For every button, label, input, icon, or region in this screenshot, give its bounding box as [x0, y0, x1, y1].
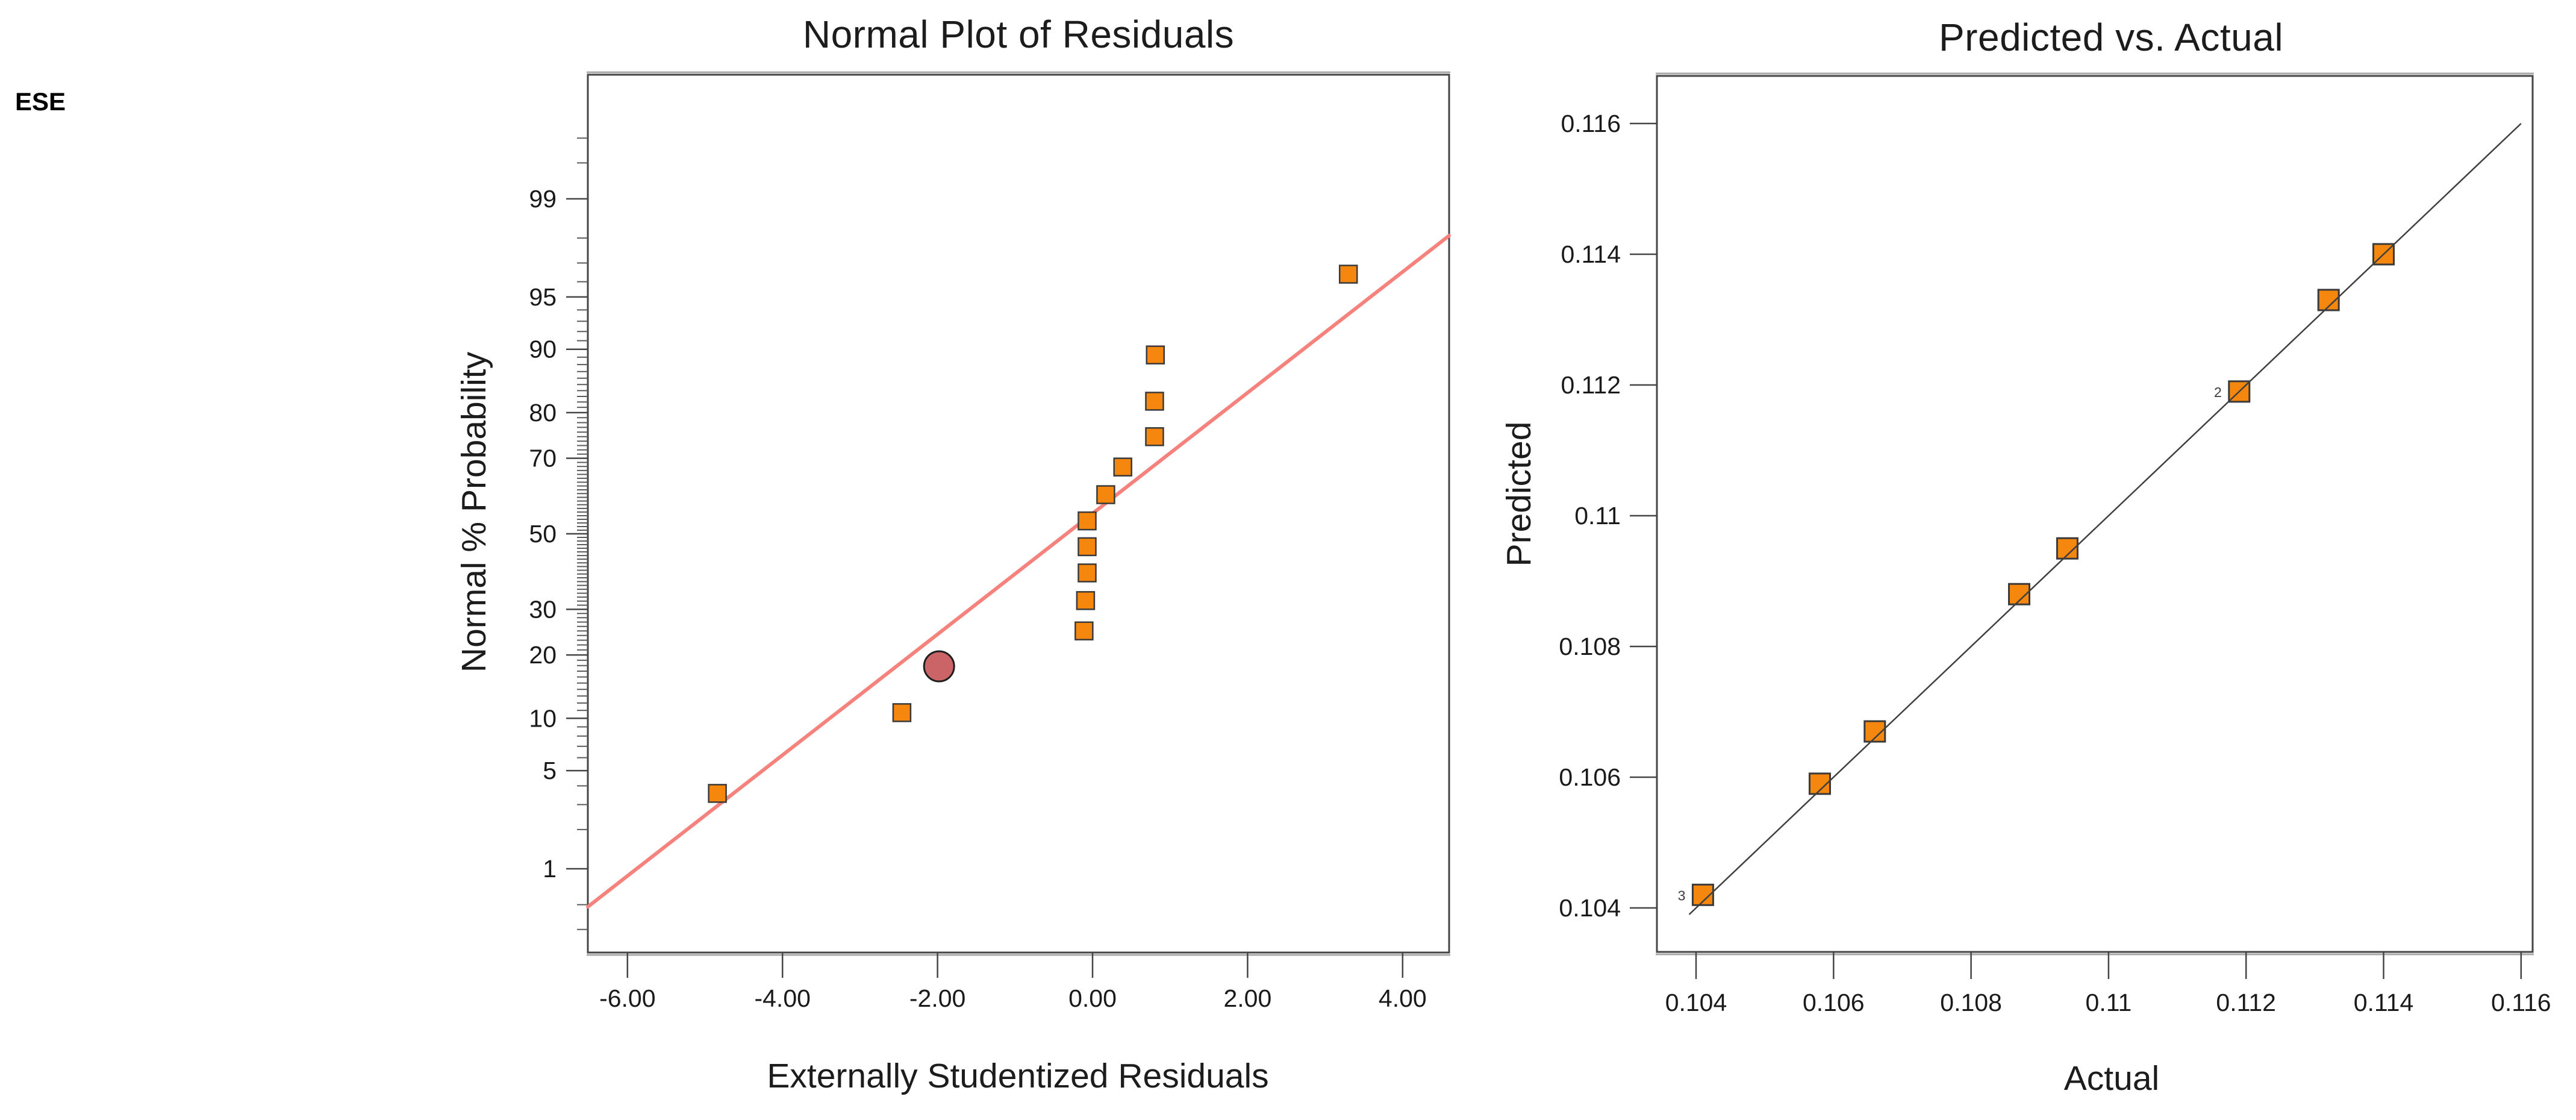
y-axis-tick-label: 80 — [529, 399, 557, 427]
y-axis-tick-label: 0.116 — [1561, 110, 1621, 137]
left-plot-area-border — [587, 74, 1450, 954]
y-axis-tick-label: 90 — [529, 336, 557, 363]
x-axis-tick-label: 0.108 — [1940, 989, 2002, 1016]
x-axis-tick-label: 0.11 — [2086, 989, 2132, 1016]
data-point-square[interactable] — [1113, 457, 1132, 477]
y-axis-tick-label: 0.114 — [1561, 240, 1621, 268]
x-axis-tick-label: 0.114 — [2354, 989, 2414, 1016]
data-point-square[interactable] — [1077, 511, 1097, 531]
y-axis-tick-label: 0.112 — [1561, 371, 1621, 399]
y-axis-tick-label: 95 — [529, 283, 557, 311]
y-axis-tick-label: 30 — [529, 595, 557, 623]
highlighted-data-point[interactable] — [923, 650, 955, 683]
y-axis-tick-label: 50 — [529, 520, 557, 548]
data-point-square[interactable] — [1076, 591, 1096, 610]
x-axis-tick-label: 2.00 — [1223, 984, 1271, 1012]
left-plot-title: Normal Plot of Residuals — [802, 13, 1235, 56]
x-axis-tick-label: 0.112 — [2216, 989, 2276, 1016]
x-axis-tick-label: -2.00 — [909, 984, 965, 1012]
replicate-count-label: 3 — [1678, 887, 1686, 903]
identity-line — [1688, 123, 2522, 915]
x-axis-tick-label: 0.106 — [1803, 989, 1865, 1016]
y-axis-tick-label: 99 — [529, 185, 557, 213]
data-point-square[interactable] — [1145, 392, 1164, 411]
y-axis-tick-label: 5 — [543, 757, 557, 784]
right-y-axis-title: Predicted — [1500, 421, 1538, 567]
data-point-square[interactable] — [1145, 427, 1164, 446]
corner-label: ESE — [15, 87, 66, 116]
data-point-square[interactable] — [1146, 345, 1165, 364]
data-point-square[interactable] — [1338, 264, 1358, 284]
data-point-square[interactable] — [892, 703, 912, 722]
data-point-square[interactable] — [1077, 563, 1097, 583]
data-point-square[interactable] — [708, 784, 727, 803]
left-y-axis-title: Normal % Probability — [455, 351, 493, 673]
x-axis-tick-label: -6.00 — [599, 984, 655, 1012]
data-point-square[interactable] — [1096, 485, 1115, 504]
data-point-square[interactable] — [1074, 621, 1094, 640]
y-axis-tick-label: 1 — [543, 855, 557, 883]
x-axis-tick-label: 0.104 — [1665, 989, 1727, 1016]
y-axis-tick-label: 0.11 — [1574, 502, 1621, 530]
replicate-count-label: 2 — [2214, 384, 2222, 400]
y-axis-tick-label: 0.106 — [1559, 763, 1621, 791]
right-plot-title: Predicted vs. Actual — [1938, 16, 2284, 59]
x-axis-tick-label: 0.116 — [2491, 989, 2551, 1016]
x-axis-tick-label: 0.00 — [1068, 984, 1117, 1012]
right-x-axis-title: Actual — [2063, 1059, 2160, 1098]
y-axis-tick-label: 70 — [529, 445, 557, 472]
data-point-square[interactable] — [1077, 537, 1097, 557]
left-x-axis-title: Externally Studentized Residuals — [767, 1057, 1269, 1095]
trend-line — [586, 234, 1452, 909]
y-axis-tick-label: 20 — [529, 641, 557, 669]
y-axis-tick-label: 0.108 — [1559, 633, 1621, 660]
y-axis-tick-label: 10 — [529, 704, 557, 732]
x-axis-tick-label: -4.00 — [754, 984, 810, 1012]
y-axis-tick-label: 0.104 — [1559, 894, 1621, 922]
x-axis-tick-label: 4.00 — [1379, 984, 1427, 1012]
